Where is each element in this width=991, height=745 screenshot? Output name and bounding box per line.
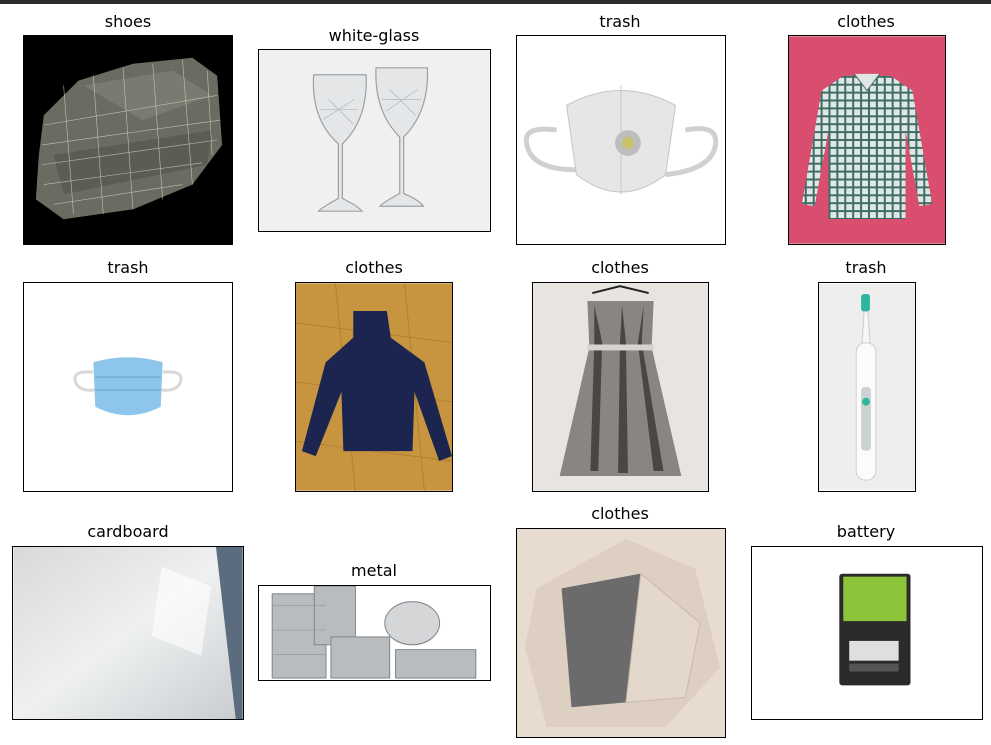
caption-clothes-1: clothes xyxy=(837,12,895,31)
tin-cans-image xyxy=(258,585,491,681)
navy-sweater-image xyxy=(295,282,453,492)
caption-clothes-3: clothes xyxy=(591,258,649,277)
caption-trash-2: trash xyxy=(107,258,149,277)
beige-garment-image xyxy=(516,528,726,738)
caption-trash-1: trash xyxy=(599,12,641,31)
caption-cardboard: cardboard xyxy=(87,522,169,541)
shoes-image xyxy=(23,35,233,245)
trash-mask-image xyxy=(516,35,726,245)
caption-white-glass: white-glass xyxy=(328,26,420,45)
surgical-mask-image xyxy=(23,282,233,492)
plaid-shirt-image xyxy=(788,35,946,245)
caption-shoes: shoes xyxy=(104,12,152,31)
cardboard-image xyxy=(12,546,244,720)
white-glass-image xyxy=(258,49,491,232)
battery-image xyxy=(751,546,983,720)
caption-metal: metal xyxy=(351,561,397,580)
caption-clothes-4: clothes xyxy=(591,504,649,523)
toothbrush-image xyxy=(818,282,916,492)
caption-clothes-2: clothes xyxy=(345,258,403,277)
tie-dye-dress-image xyxy=(532,282,709,492)
caption-trash-3: trash xyxy=(845,258,887,277)
caption-battery: battery xyxy=(836,522,896,541)
top-window-edge xyxy=(0,0,991,4)
